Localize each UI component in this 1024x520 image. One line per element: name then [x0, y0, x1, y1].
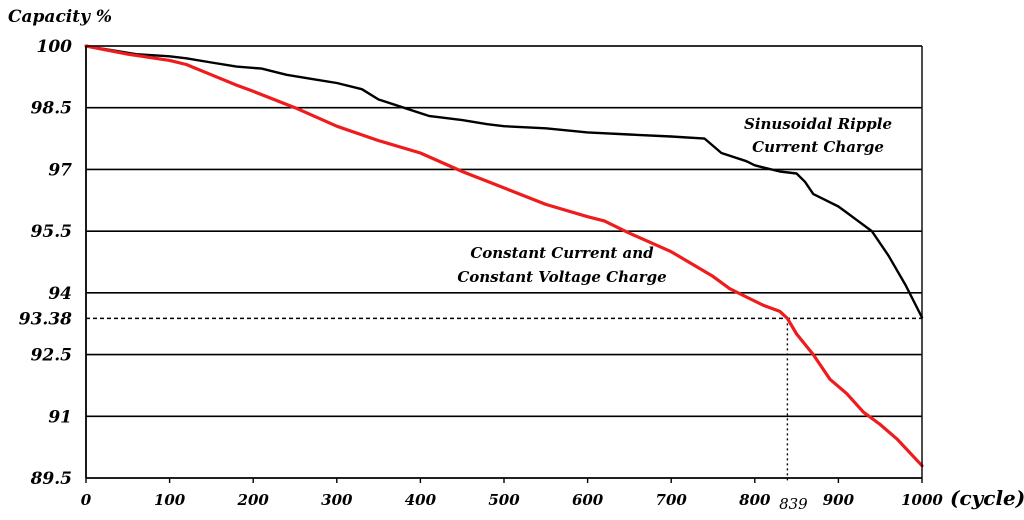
y-tick-label: 94	[48, 284, 72, 304]
reference-x-label: 839	[779, 495, 808, 513]
series-annotation-sinusoidal-line1: Sinusoidal Ripple	[744, 115, 892, 133]
x-tick-label: 0	[81, 491, 92, 509]
y-tick-label: 93.38	[19, 309, 72, 329]
y-tick-label: 97	[48, 160, 72, 180]
grid-layer	[86, 45, 922, 418]
axis-layer	[85, 45, 923, 483]
series-line-constant-current	[84, 44, 924, 468]
y-tick-label: 95.5	[31, 222, 72, 242]
label-layer: 100 98.5 97 95.5 94 93.38 92.5 91 89.5 0 100 200 300…	[8, 7, 1024, 513]
y-tick-label: 89.5	[30, 469, 72, 489]
x-axis-unit-label: (cycle)	[950, 486, 1024, 510]
series-annotation-constant-line2: Constant Voltage Charge	[457, 268, 666, 286]
y-tick-label: 100	[37, 37, 73, 57]
x-tick-label: 900	[823, 491, 855, 509]
x-tick-label: 500	[488, 491, 520, 509]
series-annotation-constant-line1: Constant Current and	[470, 244, 654, 262]
x-tick-label: 200	[237, 491, 270, 509]
reference-lines	[86, 317, 922, 482]
x-tick-label: 1000	[901, 491, 943, 509]
series-layer	[84, 44, 924, 468]
x-tick-label: 100	[154, 491, 186, 509]
x-tick-label: 400	[405, 491, 437, 509]
x-tick-label: 600	[572, 491, 604, 509]
y-tick-label: 98.5	[31, 99, 72, 119]
x-tick-label: 800	[739, 491, 771, 509]
y-tick-label: 92.5	[31, 346, 72, 366]
series-annotation-sinusoidal-line2: Current Charge	[752, 138, 884, 156]
x-tick-label: 300	[321, 491, 353, 509]
y-tick-label: 91	[48, 407, 72, 427]
series-line-sinusoidal-ripple	[84, 44, 924, 319]
x-tick-label: 700	[656, 491, 688, 509]
y-axis-title: Capacity %	[8, 7, 112, 27]
